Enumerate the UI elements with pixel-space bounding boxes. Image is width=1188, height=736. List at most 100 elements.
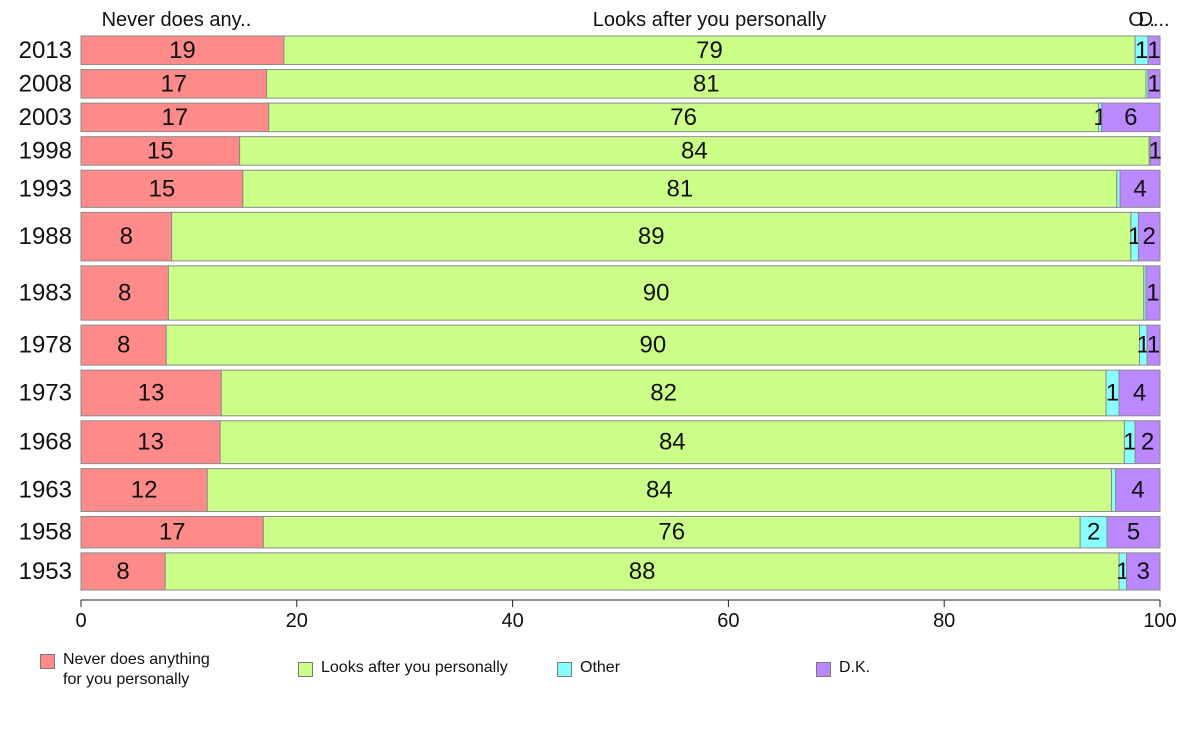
data-label: 13 [138, 379, 165, 406]
year-labels: 2013 2008 2003 1998 1993 1988 1983 1978 1973 1968… [19, 37, 72, 585]
bar-segment [206, 468, 1112, 512]
bar-segment [80, 515, 264, 549]
data-label: 84 [646, 477, 673, 504]
bar-segment [80, 211, 173, 262]
year-label: 1963 [19, 477, 72, 504]
legend-item: Other [557, 658, 620, 678]
bar-segment [283, 35, 1136, 66]
legend-swatch [816, 662, 831, 677]
bar-segment [80, 69, 268, 99]
data-label: 4 [1133, 175, 1146, 202]
bar-segment [80, 169, 244, 208]
data-label: 8 [118, 280, 131, 307]
data-label: 76 [658, 519, 685, 546]
data-label: 90 [640, 332, 667, 359]
bar-segment [1118, 369, 1161, 417]
data-label: 2 [1141, 429, 1154, 456]
year-label: 1958 [19, 519, 72, 546]
series-top-label: D... [1139, 9, 1170, 31]
data-label: 12 [131, 477, 158, 504]
data-label: 8 [120, 223, 133, 250]
data-label: 1 [1146, 280, 1159, 307]
data-label: 17 [162, 104, 189, 131]
x-axis: 0 20 40 60 80 100 [75, 599, 1177, 632]
legend: Never does anything for you personally Lo… [0, 650, 1188, 700]
series-top-label: Looks after you personally [593, 9, 826, 31]
bar-segment [1147, 35, 1161, 66]
data-label: 84 [659, 429, 686, 456]
year-label: 1953 [19, 558, 72, 585]
year-label: 2013 [19, 37, 72, 64]
data-label: 89 [638, 223, 665, 250]
data-label: 3 [1137, 558, 1150, 585]
legend-swatch [40, 654, 55, 669]
bar-segment [262, 515, 1081, 549]
data-label: 6 [1124, 104, 1137, 131]
bar-segment [219, 420, 1125, 465]
bar-segment [80, 265, 169, 321]
bar-segment [1106, 515, 1161, 549]
bar-segment [1119, 169, 1161, 208]
data-label: 2 [1087, 519, 1100, 546]
data-label: 13 [137, 429, 164, 456]
bar-segment [80, 420, 221, 465]
data-label: 1 [1123, 429, 1136, 456]
year-label: 1968 [19, 429, 72, 456]
bar-segment [1115, 468, 1161, 512]
data-label: 4 [1133, 379, 1146, 406]
data-label: 1 [1135, 37, 1148, 64]
stacked-bar-chart: Never does any.. Looks after you personal… [19, 9, 1177, 632]
data-label: 81 [693, 70, 720, 97]
year-label: 2003 [19, 104, 72, 131]
bar-segment [1137, 211, 1161, 262]
data-label: 1 [1147, 332, 1160, 359]
data-label: 90 [643, 280, 670, 307]
data-label: 76 [670, 104, 697, 131]
data-label: 88 [629, 558, 656, 585]
data-label: 79 [696, 37, 723, 64]
data-label: 81 [666, 175, 693, 202]
legend-label: Other [580, 659, 621, 676]
data-label: 84 [681, 137, 708, 164]
bar-segment [80, 369, 222, 417]
year-label: 1998 [19, 137, 72, 164]
x-tick-label: 0 [75, 610, 86, 632]
bar-segment [220, 369, 1107, 417]
data-label: 17 [160, 70, 187, 97]
bar-segment [1110, 468, 1117, 512]
bar-segment [1147, 69, 1161, 99]
bars: 19 79 1 117 81 117 76 1 615 84 115 81 48 89 1 28 90 18 90 1… [80, 35, 1162, 591]
x-tick-label: 60 [717, 610, 739, 632]
x-tick-label: 80 [933, 610, 955, 632]
year-label: 1973 [19, 379, 72, 406]
data-label: 1 [1147, 70, 1160, 97]
data-label: 1 [1148, 137, 1161, 164]
x-tick-label: 40 [501, 610, 523, 632]
data-label: 17 [159, 519, 186, 546]
data-label: 8 [117, 332, 130, 359]
x-tick-label: 100 [1143, 610, 1176, 632]
year-label: 2008 [19, 70, 72, 97]
data-label: 1 [1147, 37, 1160, 64]
data-label: 4 [1131, 477, 1144, 504]
bar-segment [239, 136, 1150, 166]
data-label: 8 [116, 558, 129, 585]
series-top-label: Never does any.. [102, 9, 252, 31]
legend-item: D.K. [816, 658, 870, 678]
year-label: 1983 [19, 280, 72, 307]
legend-swatch [557, 662, 572, 677]
legend-item: Looks after you personally [298, 658, 508, 678]
x-tick-label: 20 [286, 610, 308, 632]
legend-label: D.K. [839, 659, 871, 676]
series-top-labels: Never does any.. Looks after you personal… [102, 9, 1170, 31]
data-label: 1 [1106, 379, 1119, 406]
data-label: 15 [147, 137, 174, 164]
bar-segment [1149, 136, 1161, 166]
year-label: 1988 [19, 223, 72, 250]
bar-segment [1126, 552, 1161, 591]
data-label: 82 [650, 379, 677, 406]
data-label: 19 [169, 37, 196, 64]
bar-segment [171, 211, 1132, 262]
data-label: 2 [1143, 223, 1156, 250]
bar-segment [167, 265, 1145, 321]
